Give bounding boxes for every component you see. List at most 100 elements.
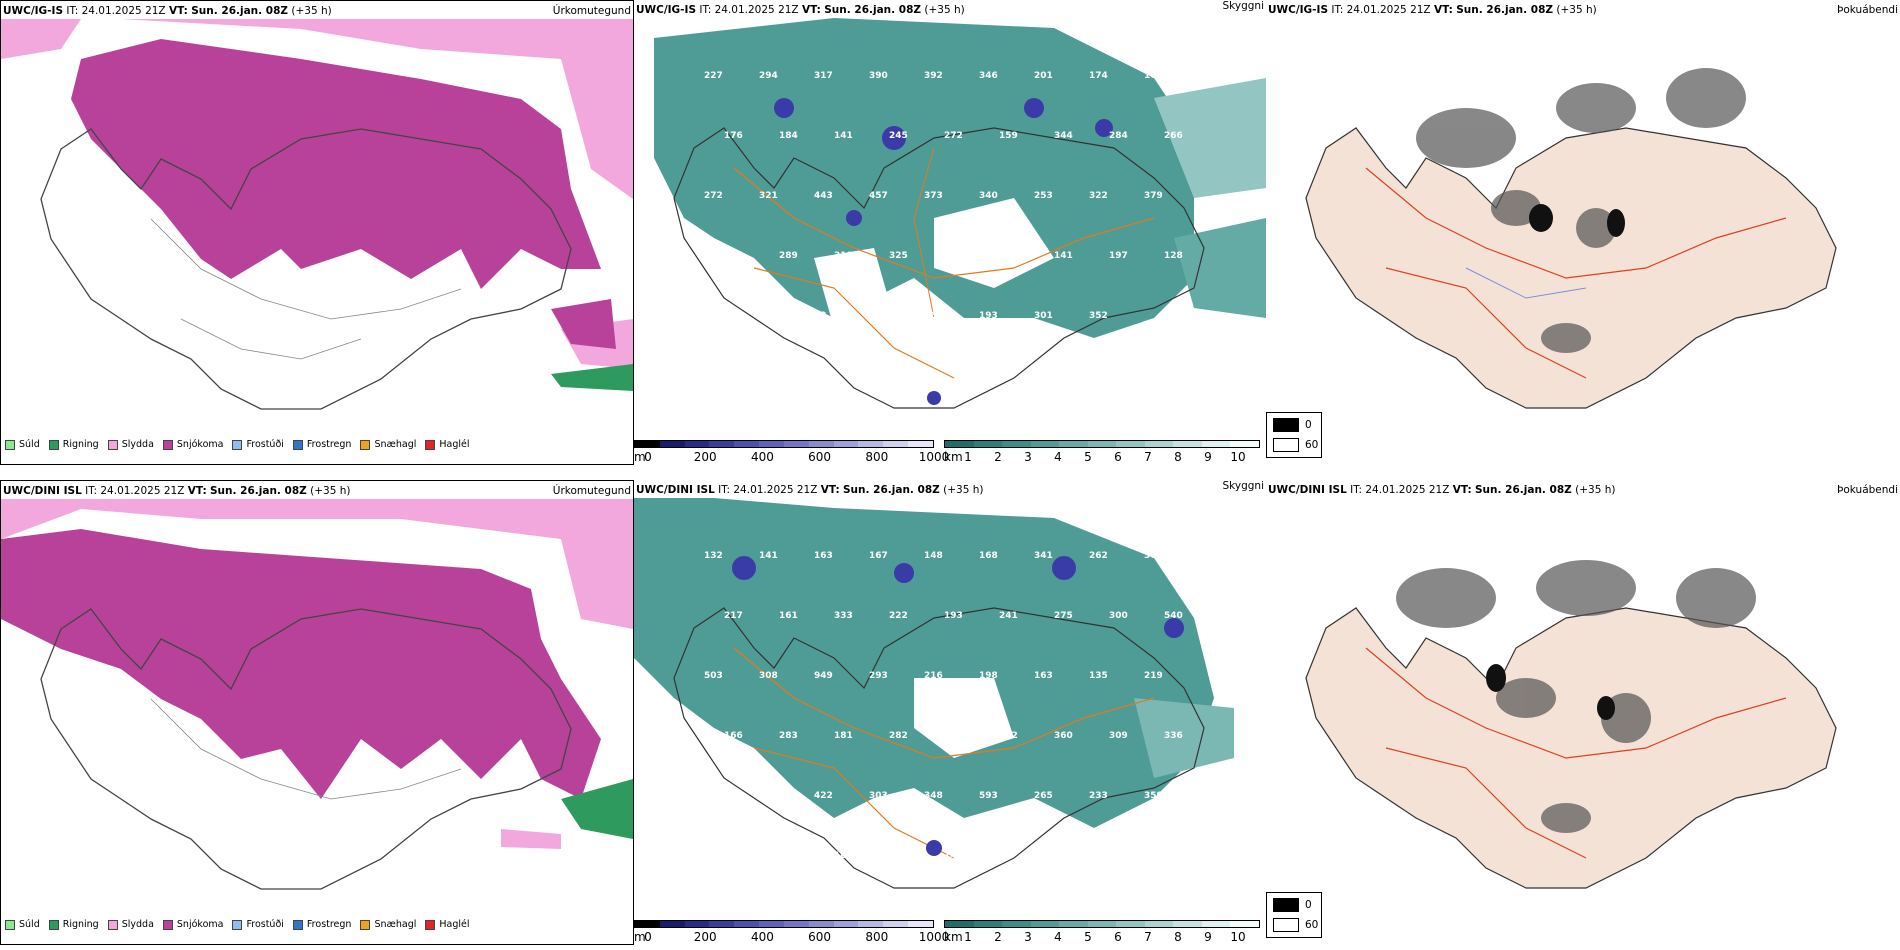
ceiling-height-label: 367 bbox=[924, 311, 943, 321]
cloud-key-black bbox=[1273, 898, 1299, 912]
colorbar-segment bbox=[945, 921, 974, 927]
legend-label: Frostúði bbox=[246, 919, 284, 930]
ceiling-height-label: 161 bbox=[889, 851, 908, 861]
colorbar-segment bbox=[659, 441, 685, 447]
ceiling-height-label: 321 bbox=[759, 191, 778, 201]
ceiling-unit: m bbox=[634, 450, 646, 464]
precip-map bbox=[1, 19, 633, 429]
legend-item-snaehagl: Snæhagl bbox=[360, 919, 416, 930]
colorbar-tick: 8 bbox=[1174, 930, 1182, 944]
colorbar-tick: 4 bbox=[1054, 450, 1062, 464]
model-name: UWC/DINI ISL bbox=[1268, 484, 1347, 496]
panel-header: UWC/IG-IS IT: 24.01.2025 21Z VT: Sun. 26… bbox=[3, 5, 631, 19]
it-value: 24.01.2025 21Z bbox=[81, 5, 166, 17]
ceiling-height-label: 265 bbox=[1034, 791, 1053, 801]
colorbar-tick: 200 bbox=[693, 930, 717, 944]
visibility-colorbar-scale bbox=[944, 920, 1260, 928]
ceiling-height-label: 128 bbox=[1164, 251, 1183, 261]
colorbar-segment bbox=[1230, 441, 1260, 447]
colorbar-segment bbox=[684, 441, 710, 447]
colorbar-tick: 400 bbox=[750, 450, 774, 464]
colorbar-segment bbox=[659, 921, 685, 927]
legend-item-frostregn: Frostregn bbox=[292, 439, 352, 450]
it-label: IT: bbox=[66, 5, 79, 17]
ceiling-height-label: 164 bbox=[834, 851, 853, 861]
precip-type-panel: UWC/IG-IS IT: 24.01.2025 21Z VT: Sun. 26… bbox=[0, 0, 634, 465]
precip-legend: Súld Rigning Slydda Snjókoma Frostúði Fr… bbox=[5, 919, 470, 930]
visibility-unit: km bbox=[944, 930, 963, 944]
ceiling-height-label: 111 bbox=[869, 311, 888, 321]
model-name: UWC/IG-IS bbox=[3, 5, 64, 17]
colorbar-segment bbox=[635, 441, 660, 447]
ceiling-height-label: 379 bbox=[1144, 191, 1163, 201]
visibility-colorbar: km 1 2 3 4 5 6 7 8 9 10 bbox=[944, 920, 1260, 950]
precip-type-panel: UWC/DINI ISL IT: 24.01.2025 21Z VT: Sun.… bbox=[0, 480, 634, 945]
it-value: 24.01.2025 21Z bbox=[1346, 4, 1431, 16]
fog-map bbox=[1266, 18, 1898, 428]
colorbar-tick: 6 bbox=[1114, 450, 1122, 464]
ceiling-height-label: 272 bbox=[704, 191, 723, 201]
colorbar-segment bbox=[945, 441, 974, 447]
model-name: UWC/IG-IS bbox=[1268, 4, 1329, 16]
ceiling-height-label: 344 bbox=[1054, 131, 1073, 141]
legend-item-snjokoma: Snjókoma bbox=[162, 439, 223, 450]
ceiling-height-label: 285 bbox=[724, 251, 743, 261]
colorbar-segment bbox=[1201, 921, 1231, 927]
colorbar-segment bbox=[1173, 921, 1202, 927]
legend-swatch bbox=[232, 919, 243, 930]
ceiling-height-label: 159 bbox=[999, 131, 1018, 141]
panel-title: Úrkomutegund bbox=[552, 5, 631, 17]
panel-title: Skyggni bbox=[1222, 480, 1265, 492]
ceiling-height-label: 189 bbox=[779, 851, 798, 861]
colorbar-tick: 7 bbox=[1144, 930, 1152, 944]
lead-time: (+35 h) bbox=[291, 5, 332, 17]
ceiling-height-label: 223 bbox=[999, 251, 1018, 261]
legend-swatch bbox=[162, 919, 173, 930]
ceiling-height-label: 322 bbox=[1089, 191, 1108, 201]
ceiling-height-label: 275 bbox=[1054, 611, 1073, 621]
legend-item-snjokoma: Snjókoma bbox=[162, 919, 223, 930]
ceiling-height-label: 346 bbox=[979, 71, 998, 81]
cloud-key: 0 60 bbox=[1266, 892, 1322, 938]
legend-label: Haglél bbox=[439, 439, 470, 450]
colorbar-segment bbox=[833, 441, 859, 447]
fog-map bbox=[1266, 498, 1898, 908]
ceiling-height-label: 341 bbox=[1034, 551, 1053, 561]
ceiling-height-label: 392 bbox=[924, 71, 943, 81]
lead-time: (+35 h) bbox=[943, 484, 984, 496]
ceiling-height-label: 141 bbox=[759, 551, 778, 561]
ceiling-height-label: 193 bbox=[979, 311, 998, 321]
colorbar-tick: 1 bbox=[964, 930, 972, 944]
legend-label: Frostregn bbox=[306, 439, 352, 450]
colorbar-segment bbox=[1116, 441, 1145, 447]
colorbar-segment bbox=[858, 921, 884, 927]
visibility-unit: km bbox=[944, 450, 963, 464]
ceiling-height-label: 166 bbox=[724, 731, 743, 741]
lead-time: (+35 h) bbox=[1556, 4, 1597, 16]
ceiling-height-label: 593 bbox=[979, 791, 998, 801]
colorbar-tick: 1 bbox=[964, 450, 972, 464]
vt-value: Sun. 26.jan. 08Z bbox=[1475, 484, 1572, 496]
ceiling-height-label: 241 bbox=[999, 611, 1018, 621]
colorbar-segment bbox=[883, 441, 909, 447]
colorbar-tick: 5 bbox=[1084, 930, 1092, 944]
ceiling-height-label: 272 bbox=[944, 131, 963, 141]
ceiling-colorbar: m 0 200 400 600 800 1000 bbox=[634, 920, 949, 950]
vt-value: Sun. 26.jan. 08Z bbox=[824, 4, 922, 16]
ceiling-unit: m bbox=[634, 930, 646, 944]
visibility-map: 132 141 163 167 148 168 341 262 304 217 161 333 222 1… bbox=[634, 498, 1266, 908]
ceiling-height-label: 161 bbox=[779, 611, 798, 621]
legend-label: Slydda bbox=[121, 439, 154, 450]
colorbar-segment bbox=[1002, 441, 1031, 447]
ceiling-height-label: 293 bbox=[869, 671, 888, 681]
cloud-key: 0 60 bbox=[1266, 412, 1322, 458]
colorbar-segment bbox=[734, 441, 760, 447]
panel-header: UWC/DINI ISL IT: 24.01.2025 21Z VT: Sun.… bbox=[1268, 484, 1898, 498]
ceiling-height-label: 135 bbox=[1089, 671, 1108, 681]
ceiling-height-label: 342 bbox=[759, 791, 778, 801]
visibility-panel: UWC/IG-IS IT: 24.01.2025 21Z VT: Sun. 26… bbox=[634, 0, 1266, 470]
ceiling-height-label: 503 bbox=[704, 671, 723, 681]
ceiling-height-label: 372 bbox=[999, 731, 1018, 741]
it-value: 24.01.2025 21Z bbox=[100, 485, 185, 497]
ceiling-height-label: 949 bbox=[814, 671, 833, 681]
